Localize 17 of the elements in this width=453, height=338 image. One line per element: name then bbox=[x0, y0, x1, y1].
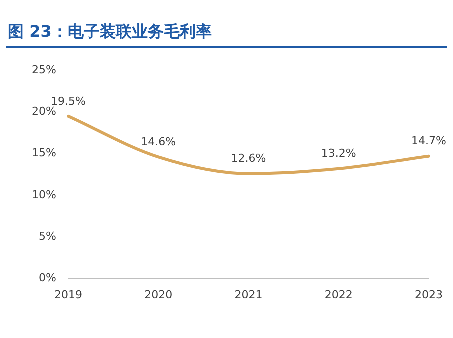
data-label: 14.7% bbox=[412, 134, 446, 148]
data-label: 14.6% bbox=[141, 136, 176, 149]
x-tick-label: 2021 bbox=[234, 288, 263, 302]
y-tick-label: 10% bbox=[32, 188, 56, 202]
data-label: 12.6% bbox=[231, 152, 266, 166]
y-tick-label: 15% bbox=[32, 146, 56, 160]
data-label: 19.5% bbox=[50, 94, 86, 108]
x-tick-label: 2022 bbox=[324, 288, 353, 302]
y-tick-label: 5% bbox=[38, 230, 56, 244]
x-tick-label: 2023 bbox=[415, 288, 444, 302]
x-tick-label: 2020 bbox=[144, 288, 173, 302]
y-tick-label: 0% bbox=[38, 272, 56, 285]
data-label: 13.2% bbox=[321, 147, 356, 160]
y-tick-label: 25% bbox=[32, 63, 56, 76]
x-tick-label: 2019 bbox=[54, 288, 82, 302]
chart-title: 图 23：电子装联业务毛利率 bbox=[8, 22, 212, 43]
y-tick-label: 20% bbox=[32, 105, 56, 118]
